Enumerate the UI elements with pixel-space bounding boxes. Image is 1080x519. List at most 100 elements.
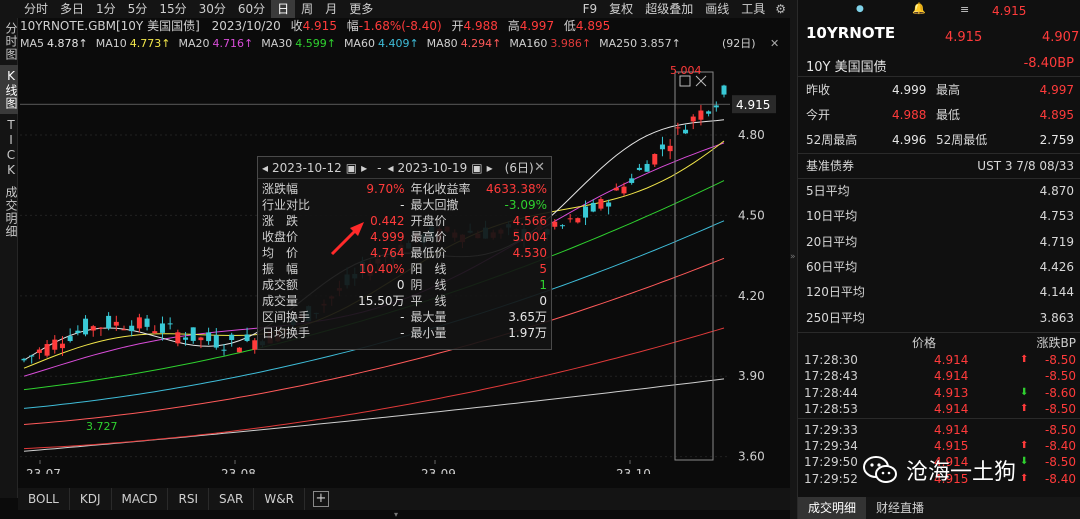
top-price: 4.915 (992, 4, 1027, 18)
trade-price: 4.915 (934, 439, 969, 453)
calendar-icon[interactable]: ▣ (471, 160, 483, 175)
add-indicator-button[interactable]: + (312, 491, 329, 507)
top-toolbar: 分时 多日 1分 5分 15分 30分 60分日周月更多 F9 复权 超级叠加 画线 工具 … (0, 0, 790, 18)
overlay-button[interactable]: 超级叠加 (645, 2, 694, 16)
candle-body (644, 163, 650, 172)
range-stat-cell: 振 幅 10.40% (262, 261, 405, 277)
period-tab[interactable]: 60分 (237, 2, 266, 16)
left-tab[interactable]: K线图 (0, 65, 18, 114)
stat-value: 0.442 (370, 214, 405, 228)
expand-down-icon[interactable]: ▾ (394, 510, 399, 519)
trade-time: 17:29:33 (804, 422, 858, 437)
stat-row: 今开 4.988 最低 4.895 (806, 105, 1074, 125)
range-stat-cell: 最小量 1.97万 (405, 325, 548, 341)
draw-line-button[interactable]: 画线 (705, 2, 730, 16)
ma80-line (23, 257, 725, 425)
high-value: 4.997 (519, 19, 555, 33)
period-tab[interactable]: 30分 (198, 2, 226, 16)
left-tab[interactable]: 分时图 (4, 22, 18, 61)
candle-body (213, 335, 219, 348)
end-date[interactable]: 2023-10-19 (397, 160, 468, 175)
period-tab[interactable]: 15分 (159, 2, 187, 16)
candle-body (198, 337, 204, 341)
tools-button[interactable]: 工具 (741, 2, 766, 16)
period-tab[interactable]: 更多 (349, 2, 374, 16)
start-date[interactable]: 2023-10-12 (272, 160, 342, 175)
quote-info-line: 10YRNOTE.GBM[10Y 美国国债] 2023/10/20 收4.915… (20, 18, 610, 34)
candle-body (167, 323, 173, 325)
stat-value: 3.65万 (508, 310, 547, 324)
left-tab[interactable]: 成交明细 (4, 186, 18, 238)
next-end-icon[interactable]: ▸ (486, 160, 493, 175)
next-start-icon[interactable]: ▸ (361, 160, 368, 175)
indicator-tab[interactable]: W&R (254, 488, 305, 510)
range-stat-cell: 最低价 4.530 (405, 245, 548, 261)
stat-value: - (400, 326, 405, 340)
left-tab[interactable]: TICK (4, 118, 18, 178)
divider (798, 153, 1080, 154)
period-tab[interactable]: 周 (301, 2, 314, 16)
calendar-icon[interactable]: ▣ (345, 160, 358, 175)
stat-label: 最小量 (410, 326, 447, 340)
trade-bp: -8.40 (1044, 471, 1076, 486)
range-selection-box (674, 71, 714, 461)
average-row: 5日平均 4.870 (806, 181, 1074, 201)
date-label: 2023/10/20 (211, 19, 281, 33)
candle-body (136, 317, 142, 329)
indicator-tab[interactable]: MACD (112, 488, 169, 510)
f9-button[interactable]: F9 (582, 2, 598, 16)
candle-body (83, 318, 89, 335)
stat-value: 4.999 (370, 230, 405, 244)
prev-end-icon[interactable]: ◂ (387, 160, 394, 175)
period-tab[interactable]: 多日 (60, 2, 85, 16)
candle-body (236, 347, 242, 353)
ma-days-label[interactable]: (92日) (722, 37, 756, 50)
average-value: 4.870 (1039, 184, 1074, 198)
stat-value: 4.988 (892, 108, 927, 122)
y-tick-label: 4.20 (738, 289, 765, 303)
panel-collapse-handle[interactable]: » (790, 0, 797, 519)
ma-label: MA30 (261, 37, 293, 50)
candle-body (606, 202, 612, 207)
menu-icon[interactable]: ≡ (960, 3, 970, 16)
period-tab[interactable]: 1分 (96, 2, 116, 16)
stat-value: 4.530 (512, 246, 547, 260)
stat-label: 昨收 (806, 83, 831, 97)
candle-body (598, 199, 604, 209)
panel-tab[interactable]: 成交明细 (798, 497, 867, 519)
stat-value: 4.997 (1039, 83, 1074, 97)
close-icon[interactable]: ✕ (534, 160, 545, 175)
period-tab[interactable]: 月 (325, 2, 338, 16)
candle-body (244, 334, 250, 341)
trade-price: 4.914 (934, 369, 969, 384)
left-view-tabs: 分时图 K线图 TICK 成交明细 (0, 18, 18, 498)
indicator-tab[interactable]: RSI (168, 488, 209, 510)
close-label: 收 (290, 19, 303, 33)
period-tabs: 分时 多日 1分 5分 15分 30分 60分日周月更多 (0, 0, 379, 18)
close-icon[interactable]: ✕ (770, 37, 780, 50)
stat-label: 今开 (806, 108, 831, 122)
indicator-tab[interactable]: SAR (209, 488, 255, 510)
low-marker: 3.727 (86, 420, 118, 433)
indicator-tab[interactable]: BOLL (18, 488, 70, 510)
stat-label: 阴 线 (410, 278, 447, 292)
indicator-tab[interactable]: KDJ (70, 488, 112, 510)
average-label: 250日平均 (806, 310, 865, 325)
average-row: 120日平均 4.144 (806, 282, 1074, 302)
panel-bottom-tabs: 成交明细 财经直播 (798, 497, 1080, 519)
period-tab[interactable]: 分时 (24, 2, 49, 16)
period-tab[interactable]: 日 (271, 0, 296, 18)
panel-tab[interactable]: 财经直播 (876, 501, 925, 515)
adjust-button[interactable]: 复权 (609, 2, 634, 16)
ma-label: MA10 (95, 37, 127, 50)
stat-value: 4.996 (892, 133, 927, 147)
candle-body (59, 343, 65, 349)
period-tab[interactable]: 5分 (127, 2, 148, 16)
stat-value: 0 (539, 294, 547, 308)
y-tick-label: 3.90 (738, 369, 765, 383)
bell-icon[interactable]: 🔔 (912, 2, 926, 15)
settings-icon[interactable]: ⚙ (775, 2, 786, 16)
trade-price: 4.914 (934, 422, 969, 437)
high-marker: 5.004 (670, 64, 702, 77)
prev-start-icon[interactable]: ◂ (262, 160, 269, 175)
